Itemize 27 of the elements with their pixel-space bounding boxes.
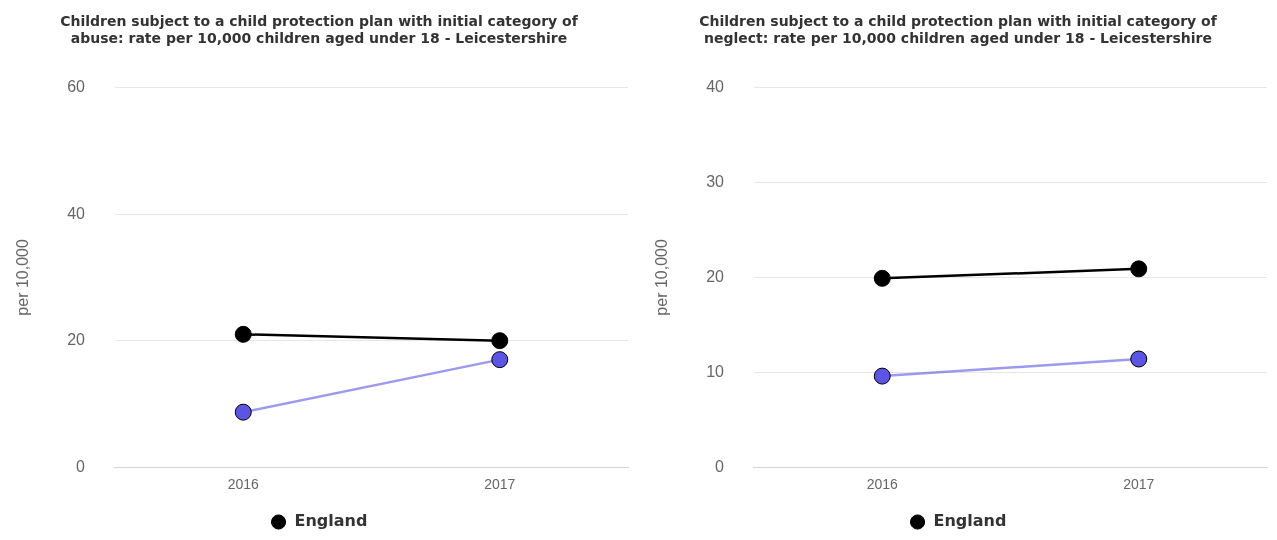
- legend-label: England: [294, 511, 368, 531]
- point: [1130, 350, 1148, 368]
- y-tick-label: 40: [67, 204, 86, 222]
- legend-label: England: [933, 511, 1007, 531]
- point: [1130, 260, 1148, 278]
- chart-title: Children subject to a child protection plan with initial category of abuse: rate per 10,000 children aged under 18 - Leicestershire: [60, 13, 579, 46]
- point: [491, 332, 509, 350]
- point: [873, 269, 891, 287]
- point: [234, 325, 252, 343]
- x-tick-label: 2016: [866, 476, 899, 493]
- chart-title: Children subject to a child protection plan with initial category of neglect: rate per 10,000 children aged under 18 - Leicestershire: [699, 13, 1218, 46]
- y-tick-label: 0: [76, 457, 86, 475]
- y-axis-title: per 10,000: [14, 239, 32, 316]
- y-tick-label: 40: [706, 78, 725, 96]
- y-tick-label: 20: [67, 331, 86, 349]
- y-axis-title: per 10,000: [653, 239, 671, 316]
- point: [491, 351, 509, 369]
- y-tick-label: 20: [706, 267, 725, 285]
- y-tick-label: 10: [706, 362, 725, 380]
- y-tick-label: 60: [67, 78, 86, 96]
- x-tick-label: 2017: [484, 476, 516, 493]
- y-tick-label: 0: [715, 457, 725, 475]
- x-tick-label: 2017: [1123, 476, 1155, 493]
- x-tick-label: 2016: [227, 476, 260, 493]
- point: [873, 367, 891, 385]
- point: [234, 403, 252, 421]
- y-tick-label: 30: [706, 172, 725, 190]
